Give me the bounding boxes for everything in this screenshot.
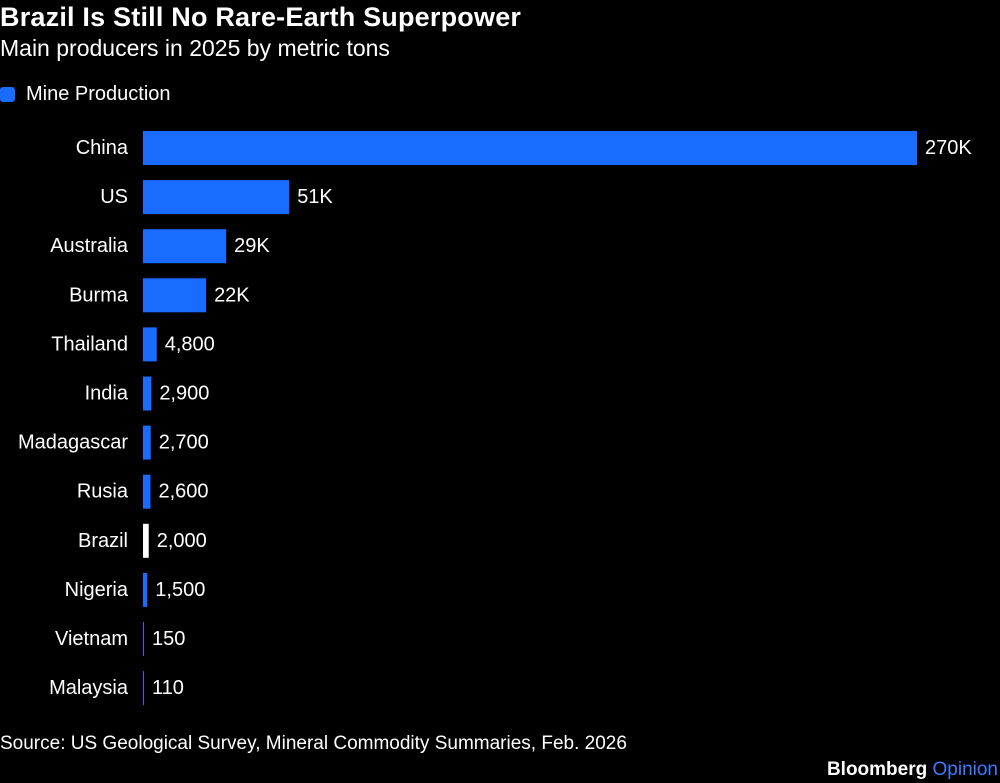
- legend-label: Mine Production: [26, 82, 171, 105]
- source-note: Source: US Geological Survey, Mineral Co…: [0, 733, 627, 754]
- brand-logo: Bloomberg Opinion: [827, 757, 998, 783]
- bar: [143, 327, 157, 362]
- bar: [143, 229, 227, 264]
- value-label: 1,500: [155, 579, 205, 601]
- bar: [143, 622, 144, 656]
- chart-title: Brazil Is Still No Rare-Earth Superpower: [0, 2, 522, 32]
- brand-opinion: Opinion: [932, 759, 999, 780]
- brand-name: Bloomberg: [826, 759, 928, 780]
- value-label: 2,700: [159, 432, 209, 454]
- category-label: US: [100, 186, 128, 208]
- value-label: 51K: [297, 186, 333, 208]
- bar: [143, 278, 207, 313]
- value-label: 150: [152, 628, 185, 650]
- value-label: 110: [152, 677, 184, 699]
- category-label: Burma: [69, 284, 129, 306]
- value-label: 22K: [214, 284, 250, 306]
- legend: Mine Production: [0, 81, 171, 107]
- category-label: Australia: [50, 235, 129, 257]
- legend-swatch: [0, 86, 15, 102]
- category-label: Malaysia: [49, 677, 129, 699]
- bar: [143, 376, 152, 411]
- category-label: Madagascar: [18, 432, 128, 454]
- bar: [143, 474, 151, 509]
- bar: [143, 425, 151, 460]
- value-label: 4,800: [165, 333, 215, 355]
- category-label: Vietnam: [55, 628, 128, 650]
- bar: [143, 572, 148, 607]
- category-label: Brazil: [78, 530, 128, 552]
- value-label: 2,000: [157, 530, 207, 552]
- value-label: 270K: [925, 137, 972, 159]
- bar: [143, 180, 290, 215]
- value-label: 2,600: [158, 481, 208, 503]
- bar: [143, 671, 144, 706]
- category-label: Nigeria: [65, 579, 129, 601]
- bar-highlighted: [143, 523, 149, 558]
- category-label: China: [76, 137, 129, 159]
- category-label: Rusia: [77, 481, 129, 503]
- value-label: 2,900: [159, 383, 209, 405]
- category-label: India: [85, 383, 129, 405]
- category-label: Thailand: [51, 333, 128, 355]
- value-label: 29K: [234, 235, 270, 257]
- bar: [143, 131, 917, 165]
- chart-subtitle: Main producers in 2025 by metric tons: [0, 35, 390, 61]
